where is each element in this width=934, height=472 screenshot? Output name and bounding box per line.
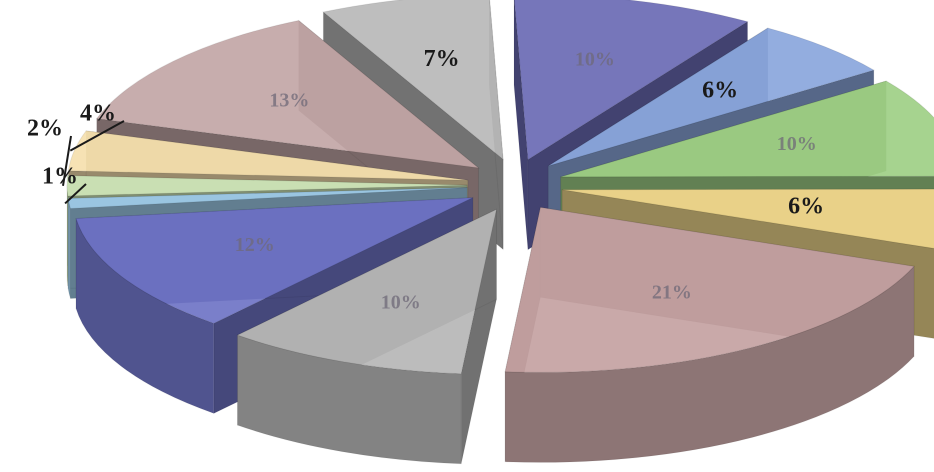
slice-side-8 — [68, 198, 70, 298]
slice-label-1: 10% — [575, 49, 615, 71]
slice-label-8: 1% — [42, 164, 78, 190]
slice-label-5: 21% — [652, 282, 692, 304]
slice-label-12: 7% — [424, 46, 460, 72]
slice-label-9: 2% — [27, 116, 63, 142]
slice-label-3: 10% — [777, 133, 817, 155]
slice-label-4: 6% — [788, 194, 824, 220]
slice-label-6: 10% — [381, 291, 421, 313]
slice-label-2: 6% — [702, 78, 738, 104]
slice-label-7: 12% — [235, 234, 275, 256]
slice-label-11: 13% — [269, 89, 309, 111]
slice-label-10: 4% — [80, 101, 116, 127]
